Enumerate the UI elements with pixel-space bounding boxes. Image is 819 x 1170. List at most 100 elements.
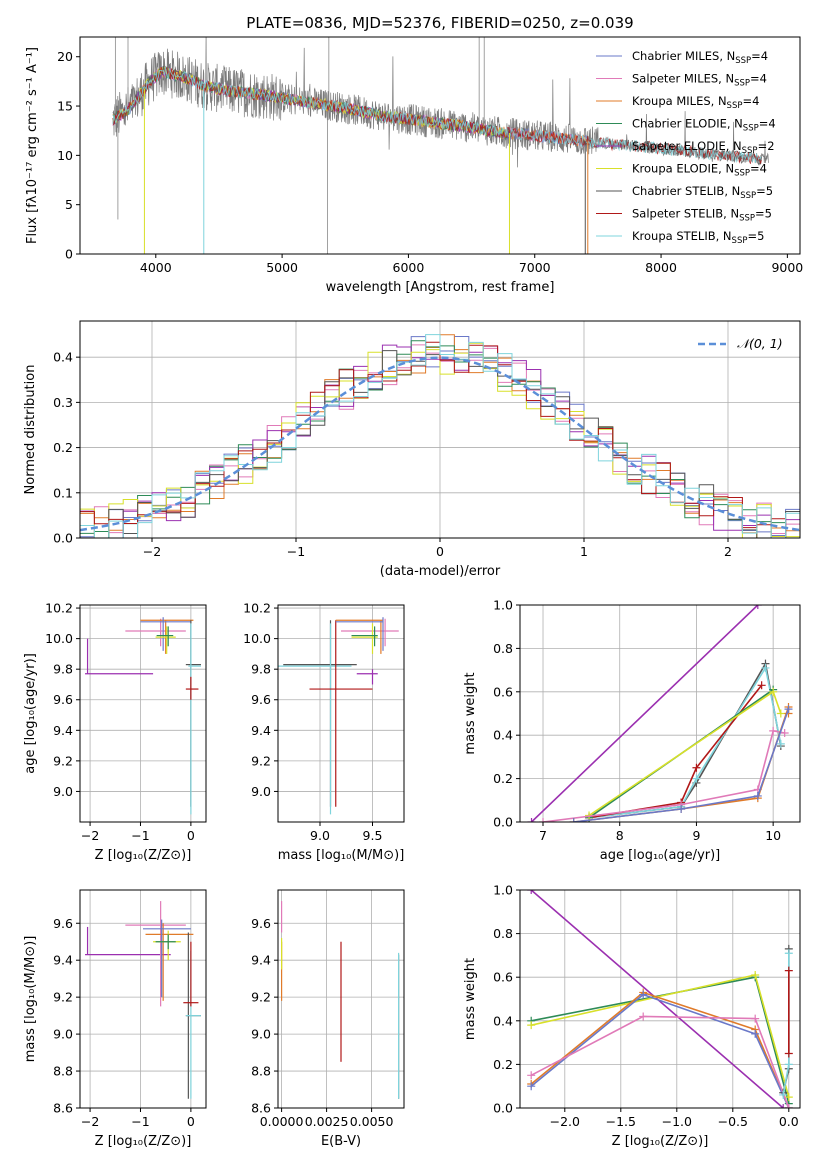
x-tick-label: −1 (131, 1114, 149, 1129)
model-kroupa-stelib (112, 66, 763, 164)
legend-label: Chabrier MILES, NSSP=4 (632, 49, 768, 66)
x-tick-label: 7 (539, 828, 547, 843)
x-tick-label: 0.0050 (350, 1114, 394, 1129)
y-tick-label: 0.2 (53, 440, 73, 455)
legend-tail: =5 (747, 229, 764, 243)
legend-name: Salpeter MILES, N (632, 72, 734, 86)
legend-sub: SSP (743, 124, 759, 134)
x-tick-label: −1.0 (662, 1114, 692, 1129)
legend-name: Salpeter ELODIE, N (632, 139, 742, 153)
y-axis-label: Flux [fλ10⁻¹⁷ erg cm⁻² s⁻¹ A⁻¹] (25, 47, 40, 244)
y-tick-label: 0.4 (493, 728, 513, 743)
y-tick-label: 20 (57, 49, 73, 64)
data-point (761, 663, 770, 672)
plot-area (85, 901, 201, 1099)
data-point (784, 949, 793, 958)
chart-mass-vs-Z: −2 −1 0 8.6 8.8 9.0 9.2 9.4 9.6 Z [log₁₀(Z/Z⊙)] ma… (23, 889, 207, 1149)
legend-label: Kroupa MILES, NSSP=4 (632, 94, 759, 111)
x-tick-label: 10 (765, 828, 781, 843)
x-tick-label: −2.0 (550, 1114, 580, 1129)
legend-name: Kroupa ELODIE, N (632, 162, 734, 176)
data-point (784, 705, 793, 714)
legend-sub: SSP (734, 169, 750, 179)
y-tick-label: 9.2 (53, 753, 73, 768)
data-point (784, 1104, 793, 1108)
legend-sub: SSP (732, 236, 748, 246)
data-point (639, 1012, 648, 1021)
data-point (692, 763, 701, 772)
y-tick-label: 9.2 (251, 990, 271, 1005)
x-tick-label: 5000 (266, 260, 298, 275)
data-point (776, 709, 785, 718)
legend-label: Kroupa STELIB, NSSP=5 (632, 229, 764, 246)
data-point (527, 1082, 536, 1091)
y-axis-label: Normed distribution (23, 365, 38, 495)
y-tick-label: 0.8 (493, 926, 513, 941)
y-tick-label: 9.8 (251, 662, 271, 677)
y-tick-label: 9.4 (53, 953, 73, 968)
y-tick-label: 0.6 (493, 970, 513, 985)
legend-tail: =4 (759, 117, 776, 131)
y-tick-label: 9.0 (53, 784, 73, 799)
y-tick-label: 10.0 (243, 631, 271, 646)
legend-label: Salpeter MILES, NSSP=4 (632, 72, 767, 89)
plot-area (85, 617, 201, 815)
plot-area (527, 890, 793, 1108)
y-tick-label: 9.6 (251, 916, 271, 931)
legend-sub: SSP (742, 146, 758, 156)
legend-label: Salpeter ELODIE, NSSP=2 (632, 139, 775, 156)
x-tick-label: 0 (187, 1114, 195, 1129)
y-tick-label: 8.6 (251, 1101, 271, 1116)
y-tick-label: 8.8 (251, 1064, 271, 1079)
x-axis-label: (data-model)/error (380, 564, 501, 579)
y-tick-label: 9.4 (251, 723, 271, 738)
legend-sub: SSP (734, 79, 750, 89)
y-tick-label: 0.2 (493, 1057, 513, 1072)
data-point (769, 687, 778, 696)
data-point (527, 1021, 536, 1030)
chart-residuals: −2 −1 0 1 2 0.0 0.1 0.2 0.3 0.4 (data-model)/error… (23, 320, 801, 579)
x-tick-label: 1 (580, 544, 588, 559)
data-point (569, 818, 578, 822)
y-tick-label: 0.4 (493, 1013, 513, 1028)
data-point (527, 1071, 536, 1080)
data-point (639, 990, 648, 999)
x-tick-label: −2 (81, 1114, 99, 1129)
legend-sub: SSP (740, 191, 756, 201)
x-tick-label: 9000 (771, 260, 803, 275)
y-tick-label: 9.4 (53, 723, 73, 738)
y-tick-label: 9.2 (251, 753, 271, 768)
y-tick-label: 0.8 (493, 641, 513, 656)
data-point (539, 818, 548, 822)
x-tick-label: 0 (187, 828, 195, 843)
series-salpeter-elodie (530, 605, 759, 822)
legend-tail: =4 (751, 49, 768, 63)
y-axis-label: mass [log₁₀(M/M⊙)] (23, 936, 38, 1063)
axes-frame (79, 889, 207, 1109)
data-point (751, 971, 760, 980)
plot-area (281, 901, 400, 1099)
x-tick-label: −2 (81, 828, 99, 843)
legend-label: Salpeter STELIB, NSSP=5 (632, 207, 772, 224)
legend-label: 𝒩(0, 1) (737, 336, 783, 351)
x-tick-label: 0.0025 (305, 1114, 349, 1129)
plot-area (278, 617, 399, 815)
x-axis-label: Z [log₁₀(Z/Z⊙)] (95, 848, 192, 863)
legend-tail: =4 (750, 72, 767, 86)
data-point (784, 1049, 793, 1058)
y-tick-label: 0.2 (493, 771, 513, 786)
y-tick-label: 0.1 (53, 485, 73, 500)
data-point (757, 681, 766, 690)
y-tick-label: 0 (65, 247, 73, 262)
data-point (677, 804, 686, 813)
x-tick-label: 0.0 (779, 1114, 799, 1129)
legend-sub: SSP (727, 101, 743, 111)
legend-tail: =5 (756, 184, 773, 198)
y-tick-label: 0.0 (493, 815, 513, 830)
legend-name: Salpeter STELIB, N (632, 207, 739, 221)
y-tick-label: 9.6 (53, 916, 73, 931)
data-point (751, 1014, 760, 1023)
y-tick-label: 0.4 (53, 350, 73, 365)
chart-spectrum: 4000 5000 6000 7000 8000 9000 0 5 10 15 20 waveleng… (25, 36, 803, 295)
data-point (751, 1029, 760, 1038)
